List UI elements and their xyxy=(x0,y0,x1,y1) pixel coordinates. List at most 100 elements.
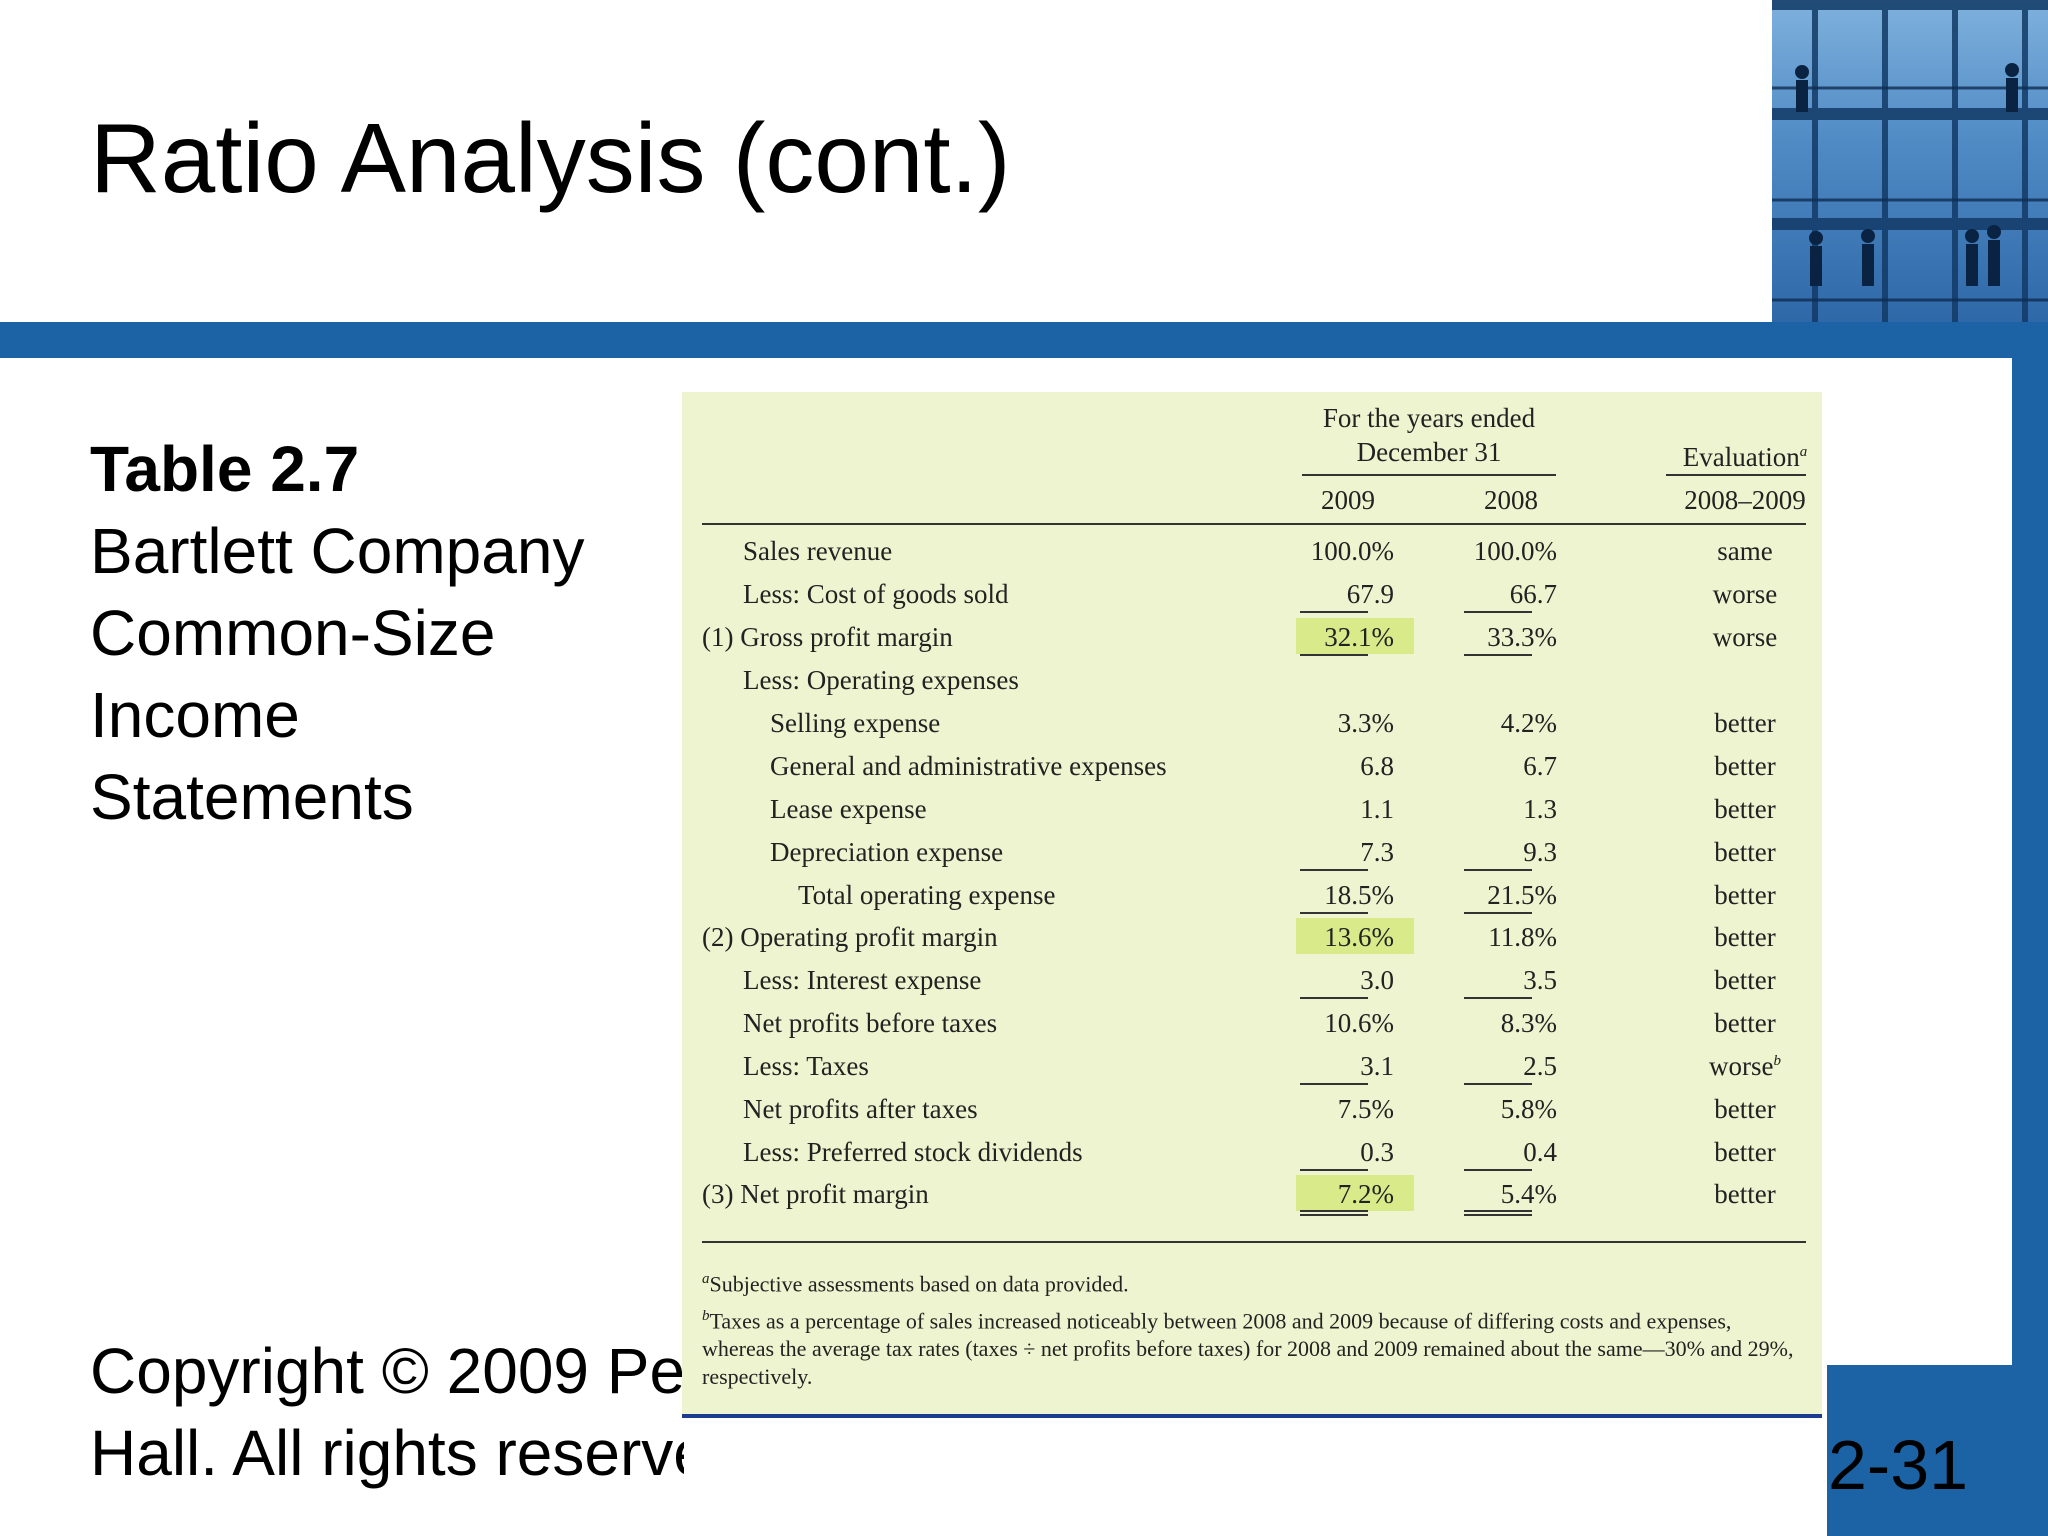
evaluation: worse xyxy=(1712,622,1778,652)
subtotal-rule xyxy=(1300,1169,1368,1171)
subtotal-rule xyxy=(1300,912,1368,914)
row-label: Total operating expense xyxy=(798,880,1056,910)
value-2009: 3.0 xyxy=(1360,965,1394,995)
header-eval-rule xyxy=(1666,474,1806,476)
value-2008: 4.2% xyxy=(1500,708,1557,738)
table-row: Net profits after taxes 7.5% 5.8% better xyxy=(682,1090,1822,1130)
subtotal-rule xyxy=(1464,1169,1532,1171)
footnote-a: aSubjective assessments based on data pr… xyxy=(702,1271,1129,1297)
highlight-net-margin xyxy=(1296,1175,1414,1211)
header-bottom-rule xyxy=(702,523,1806,525)
value-2008: 100.0% xyxy=(1473,536,1557,566)
row-label: (2) Operating profit margin xyxy=(702,922,998,952)
table-row: Less: Taxes 3.1 2.5 worseb xyxy=(682,1047,1822,1087)
evaluation: worse xyxy=(1712,579,1778,609)
subtotal-rule xyxy=(1300,654,1368,656)
evaluation: better xyxy=(1714,1179,1776,1209)
value-2008: 33.3% xyxy=(1487,622,1557,652)
subtotal-rule xyxy=(1464,654,1532,656)
subtotal-rule xyxy=(1300,1083,1368,1085)
row-label: Less: Operating expenses xyxy=(743,665,1019,695)
caption-line: Statements xyxy=(90,761,414,833)
table-row: Less: Cost of goods sold 67.9 66.7 worse xyxy=(682,575,1822,615)
highlight-gross-margin xyxy=(1296,618,1414,654)
evaluation: better xyxy=(1714,1137,1776,1167)
row-label: General and administrative expenses xyxy=(770,751,1167,781)
row-label: Less: Cost of goods sold xyxy=(743,579,1009,609)
value-2009: 10.6% xyxy=(1324,1008,1394,1038)
evaluation: better xyxy=(1714,837,1776,867)
header-2009: 2009 xyxy=(1321,485,1375,515)
total-double-rule xyxy=(1464,1210,1532,1216)
table-row: Net profits before taxes 10.6% 8.3% bett… xyxy=(682,1004,1822,1044)
row-label: Selling expense xyxy=(770,708,941,738)
table-row: Lease expense 1.1 1.3 better xyxy=(682,790,1822,830)
value-2009: 18.5% xyxy=(1324,880,1394,910)
value-2008: 11.8% xyxy=(1488,922,1557,952)
value-2009: 7.5% xyxy=(1337,1094,1394,1124)
evaluation: better xyxy=(1714,751,1776,781)
header-2008-2009: 2008–2009 xyxy=(1684,485,1806,515)
table-number: Table 2.7 xyxy=(90,433,360,505)
table-row: Total operating expense 18.5% 21.5% bett… xyxy=(682,876,1822,916)
value-2008: 1.3 xyxy=(1523,794,1557,824)
evaluation: better xyxy=(1714,922,1776,952)
caption-line: Bartlett Company xyxy=(90,515,585,587)
caption-line: Common-Size xyxy=(90,597,496,669)
header-years-line1: For the years ended xyxy=(1322,403,1536,433)
right-accent-band xyxy=(2012,358,2048,1536)
value-2009: 32.1% xyxy=(1324,622,1394,652)
value-2009: 3.1 xyxy=(1360,1051,1394,1081)
copyright-notice: Copyright © 2009 Pearson Prentice Hall. … xyxy=(90,1330,684,1500)
row-label: (3) Net profit margin xyxy=(702,1179,929,1209)
value-2008: 5.8% xyxy=(1500,1094,1557,1124)
value-2009: 67.9 xyxy=(1346,579,1394,609)
table-row: Selling expense 3.3% 4.2% better xyxy=(682,704,1822,744)
income-statement-table: For the years ended December 31 Evaluati… xyxy=(682,392,1822,1418)
evaluation: better xyxy=(1714,1008,1776,1038)
value-2008: 6.7 xyxy=(1523,751,1557,781)
evaluation: same xyxy=(1717,536,1773,566)
caption-line: Income xyxy=(90,679,300,751)
row-label: Net profits after taxes xyxy=(743,1094,978,1124)
row-label: (1) Gross profit margin xyxy=(702,622,953,652)
value-2008: 5.4% xyxy=(1500,1179,1557,1209)
subtotal-rule xyxy=(1300,869,1368,871)
header-divider-bar xyxy=(0,322,2048,358)
row-label: Depreciation expense xyxy=(770,837,1004,867)
evaluation: better xyxy=(1714,794,1776,824)
table-bottom-rule xyxy=(702,1241,1806,1243)
value-2008: 66.7 xyxy=(1509,579,1557,609)
subtotal-rule xyxy=(1464,912,1532,914)
subtotal-rule xyxy=(1300,611,1368,613)
subtotal-rule xyxy=(1464,997,1532,999)
evaluation: better xyxy=(1714,1094,1776,1124)
subtotal-rule xyxy=(1300,997,1368,999)
table-row: Less: Preferred stock dividends 0.3 0.4 … xyxy=(682,1133,1822,1173)
subtotal-rule xyxy=(1464,869,1532,871)
table-row: General and administrative expenses 6.8 … xyxy=(682,747,1822,787)
table-row: Less: Operating expenses xyxy=(682,661,1822,701)
subtotal-rule xyxy=(1464,611,1532,613)
total-double-rule xyxy=(1300,1210,1368,1216)
footnote-b: bTaxes as a percentage of sales increase… xyxy=(702,1308,1794,1390)
evaluation: better xyxy=(1714,708,1776,738)
header-years-line2: December 31 xyxy=(1356,437,1502,467)
table-row: Depreciation expense 7.3 9.3 better xyxy=(682,833,1822,873)
table-caption: Table 2.7 Bartlett Company Common-Size I… xyxy=(90,428,690,838)
header-photo xyxy=(1772,0,2048,322)
value-2008: 2.5 xyxy=(1523,1051,1557,1081)
value-2009: 100.0% xyxy=(1310,536,1394,566)
row-label: Less: Interest expense xyxy=(743,965,982,995)
value-2008: 0.4 xyxy=(1523,1137,1557,1167)
table-row: (2) Operating profit margin 13.6% 11.8% … xyxy=(682,918,1822,958)
value-2009: 13.6% xyxy=(1324,922,1394,952)
slide-title: Ratio Analysis (cont.) xyxy=(90,103,1011,213)
row-label: Sales revenue xyxy=(743,536,893,566)
value-2009: 1.1 xyxy=(1360,794,1394,824)
header-2008: 2008 xyxy=(1484,485,1538,515)
copyright-line: Copyright © 2009 Pearson Prentice xyxy=(90,1335,684,1407)
page-number: 2-31 xyxy=(1828,1426,1969,1504)
table-row: (1) Gross profit margin 32.1% 33.3% wors… xyxy=(682,618,1822,658)
table-row: Sales revenue 100.0% 100.0% same xyxy=(682,532,1822,572)
